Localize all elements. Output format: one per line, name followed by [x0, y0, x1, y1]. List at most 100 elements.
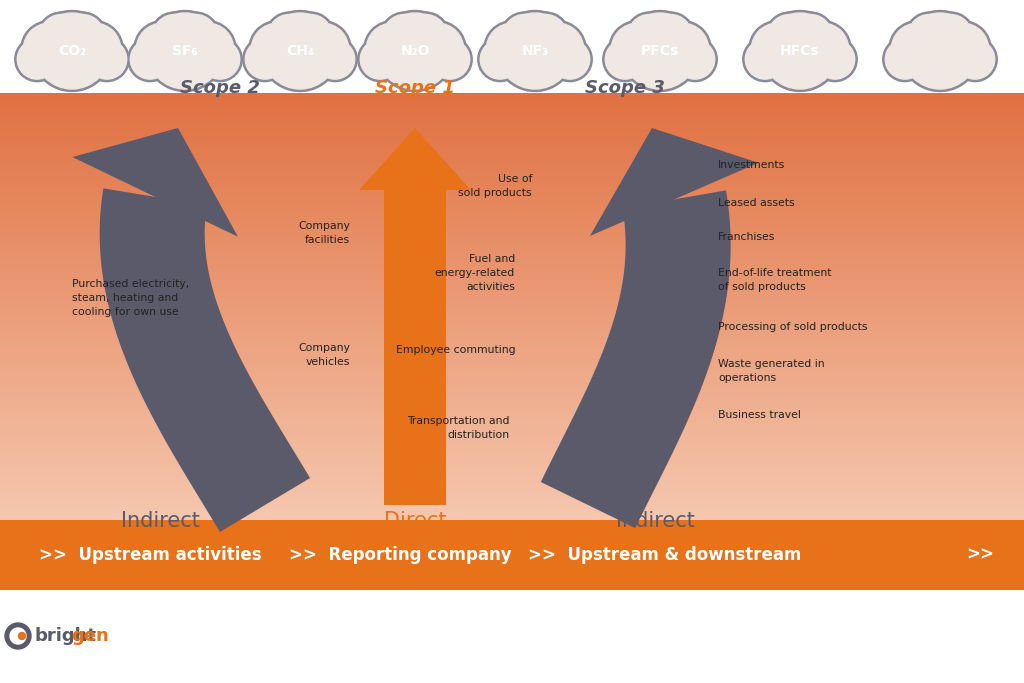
- Bar: [0, 512, 1024, 514]
- Bar: [0, 450, 1024, 453]
- Bar: [0, 432, 1024, 434]
- Bar: [0, 137, 1024, 139]
- Circle shape: [364, 20, 421, 77]
- Bar: [0, 456, 1024, 458]
- Bar: [0, 404, 1024, 406]
- Circle shape: [899, 10, 981, 92]
- Bar: [0, 225, 1024, 227]
- Bar: [0, 158, 1024, 161]
- Bar: [0, 528, 1024, 531]
- Circle shape: [937, 23, 988, 75]
- Circle shape: [246, 40, 285, 79]
- Circle shape: [58, 12, 106, 59]
- Bar: [0, 130, 1024, 133]
- Bar: [0, 379, 1024, 381]
- Circle shape: [17, 40, 56, 79]
- Circle shape: [786, 12, 835, 59]
- Bar: [0, 266, 1024, 268]
- Bar: [0, 323, 1024, 325]
- Bar: [0, 227, 1024, 229]
- Bar: [0, 298, 1024, 300]
- Circle shape: [144, 10, 225, 92]
- Bar: [0, 484, 1024, 486]
- Circle shape: [428, 37, 472, 82]
- Bar: [0, 514, 1024, 516]
- Bar: [0, 262, 1024, 264]
- Text: bright: bright: [34, 627, 96, 645]
- Bar: [0, 469, 1024, 471]
- Bar: [0, 566, 1024, 568]
- Circle shape: [38, 12, 85, 59]
- Bar: [0, 177, 1024, 179]
- Circle shape: [480, 40, 520, 79]
- Bar: [0, 581, 1024, 583]
- Bar: [0, 335, 1024, 337]
- Bar: [0, 508, 1024, 510]
- Bar: [0, 296, 1024, 298]
- Circle shape: [315, 40, 354, 79]
- Bar: [0, 406, 1024, 408]
- Circle shape: [290, 14, 332, 57]
- Circle shape: [529, 20, 586, 77]
- Bar: [0, 242, 1024, 244]
- Circle shape: [367, 23, 418, 75]
- Bar: [0, 162, 1024, 164]
- Bar: [0, 389, 1024, 391]
- Bar: [0, 465, 1024, 467]
- Bar: [0, 232, 1024, 234]
- Bar: [0, 505, 1024, 507]
- Bar: [0, 407, 1024, 409]
- Bar: [0, 161, 1024, 163]
- Text: Franchises: Franchises: [718, 232, 775, 242]
- Bar: [0, 488, 1024, 490]
- Bar: [0, 202, 1024, 204]
- Bar: [0, 207, 1024, 209]
- Circle shape: [156, 28, 215, 87]
- Bar: [0, 133, 1024, 135]
- Bar: [0, 374, 1024, 376]
- Circle shape: [505, 28, 565, 87]
- Text: Use of
sold products: Use of sold products: [459, 174, 532, 198]
- Bar: [0, 230, 1024, 232]
- Bar: [0, 122, 1024, 124]
- Bar: [0, 99, 1024, 101]
- Bar: [0, 417, 1024, 419]
- Bar: [0, 364, 1024, 366]
- Bar: [0, 208, 1024, 210]
- Bar: [0, 380, 1024, 383]
- Bar: [0, 223, 1024, 225]
- Bar: [0, 384, 1024, 386]
- Bar: [0, 111, 1024, 113]
- Circle shape: [760, 10, 841, 92]
- Bar: [0, 344, 1024, 346]
- Circle shape: [158, 31, 212, 85]
- Text: Business travel: Business travel: [718, 410, 801, 420]
- Text: >>  Reporting company: >> Reporting company: [289, 546, 511, 564]
- Circle shape: [745, 40, 784, 79]
- Polygon shape: [359, 128, 471, 190]
- Bar: [0, 570, 1024, 572]
- Circle shape: [128, 37, 172, 82]
- Circle shape: [883, 37, 928, 82]
- Circle shape: [383, 14, 426, 57]
- Bar: [0, 324, 1024, 326]
- Circle shape: [742, 37, 787, 82]
- Bar: [0, 376, 1024, 378]
- Bar: [0, 104, 1024, 107]
- Bar: [0, 542, 1024, 544]
- Circle shape: [67, 20, 123, 77]
- Bar: [0, 392, 1024, 395]
- Bar: [0, 516, 1024, 519]
- Bar: [0, 121, 1024, 123]
- Bar: [0, 558, 1024, 560]
- Bar: [0, 588, 1024, 590]
- Bar: [0, 119, 1024, 121]
- Bar: [0, 464, 1024, 466]
- Circle shape: [14, 37, 59, 82]
- Circle shape: [495, 10, 575, 92]
- Bar: [0, 147, 1024, 150]
- Bar: [0, 386, 1024, 388]
- Bar: [0, 341, 1024, 343]
- Bar: [0, 328, 1024, 330]
- Bar: [0, 313, 1024, 315]
